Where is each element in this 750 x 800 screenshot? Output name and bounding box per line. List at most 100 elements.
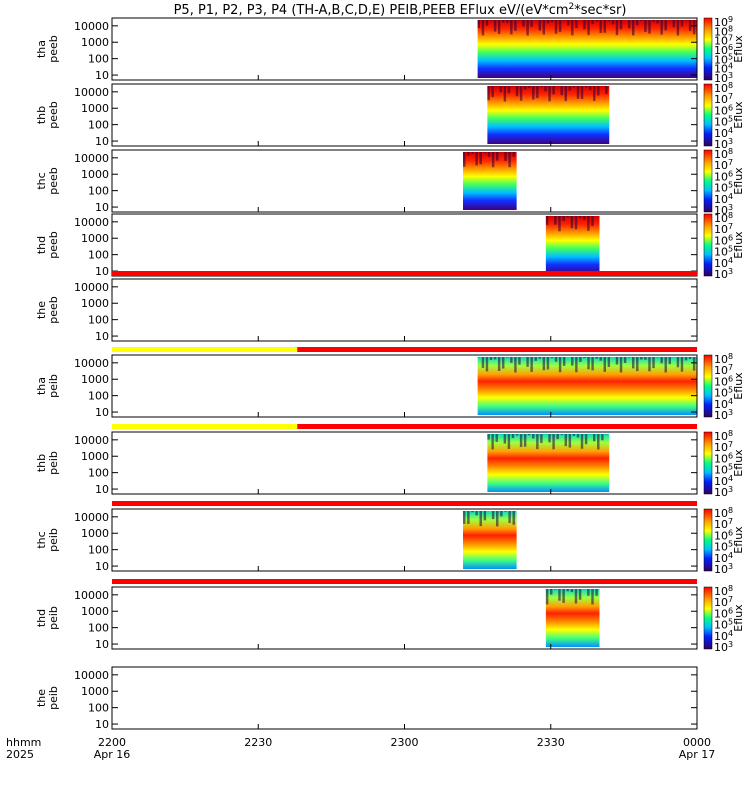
colorbar bbox=[703, 508, 713, 572]
spectrogram-noise bbox=[504, 511, 507, 512]
panel-frame bbox=[111, 586, 698, 650]
spectrogram-noise bbox=[487, 434, 490, 440]
spectrogram-block bbox=[463, 152, 517, 210]
spectrogram-noise bbox=[483, 511, 487, 521]
spectrogram-noise bbox=[523, 434, 527, 447]
spectrogram-noise bbox=[583, 357, 586, 358]
spectrogram-noise bbox=[506, 20, 509, 23]
spectrogram-noise bbox=[574, 589, 578, 604]
spectrogram-noise bbox=[599, 357, 602, 361]
spectrogram-noise bbox=[499, 86, 502, 93]
y-tick-label: 100 bbox=[88, 314, 109, 327]
y-label-probe: thd bbox=[35, 236, 48, 254]
colorbar-tick-label: 104 bbox=[714, 629, 733, 643]
colorbar-tick-label: 106 bbox=[714, 374, 733, 388]
spectrogram-block bbox=[463, 511, 517, 569]
panel-frame bbox=[111, 149, 698, 213]
spectrogram-noise bbox=[591, 357, 594, 371]
spectrogram-noise bbox=[688, 357, 692, 359]
x-tick-label: 2300 bbox=[391, 736, 419, 749]
y-tick-label: 100 bbox=[88, 702, 109, 715]
spectrogram-noise bbox=[605, 86, 608, 95]
spectrogram-noise bbox=[680, 20, 684, 27]
spectrogram-noise bbox=[575, 357, 578, 373]
spectrogram-noise bbox=[536, 434, 539, 450]
spectrogram-noise bbox=[580, 434, 584, 449]
spectrogram-noise bbox=[571, 20, 574, 36]
spectrogram-noise bbox=[503, 86, 507, 102]
colorbar-tick-label: 107 bbox=[714, 92, 733, 106]
colorbar-tick-label: 107 bbox=[714, 595, 733, 609]
spectrogram-noise bbox=[575, 20, 578, 29]
colorbar-tick-label: 107 bbox=[714, 34, 733, 48]
spectrogram-noise bbox=[564, 434, 567, 447]
spectrogram-noise bbox=[463, 511, 466, 524]
x-tick-date-label: Apr 17 bbox=[679, 748, 716, 761]
colorbar-tick-label: 105 bbox=[714, 386, 733, 400]
y-tick-label: 10000 bbox=[74, 511, 109, 524]
spectrogram-noise bbox=[564, 86, 567, 102]
spectrogram-noise bbox=[546, 20, 550, 24]
spectrogram-noise bbox=[560, 434, 563, 435]
spectrogram-noise bbox=[597, 86, 600, 96]
spectrogram-noise bbox=[530, 357, 533, 372]
spectrogram-noise bbox=[597, 434, 600, 450]
y-label-product: peib bbox=[47, 606, 60, 630]
spectrogram-noise bbox=[595, 357, 598, 359]
spectrogram-noise bbox=[656, 20, 659, 24]
y-tick-label: 10 bbox=[95, 483, 109, 496]
spectrogram-noise bbox=[550, 589, 553, 595]
spectrogram-noise bbox=[591, 589, 594, 605]
spectrogram-noise bbox=[570, 589, 574, 593]
spectrogram-noise bbox=[485, 357, 489, 372]
colorbar-tick-label: 103 bbox=[714, 267, 733, 281]
spectrogram-noise bbox=[504, 152, 507, 161]
y-tick-label: 10000 bbox=[74, 669, 109, 682]
spectrogram-noise bbox=[502, 20, 505, 23]
spectrogram-noise bbox=[463, 152, 466, 167]
spectrogram-noise bbox=[508, 152, 511, 168]
spectrogram-noise bbox=[595, 20, 598, 22]
spectrogram-noise bbox=[491, 434, 494, 450]
spectrogram-noise bbox=[562, 216, 565, 221]
spectrogram-noise bbox=[692, 20, 696, 35]
spectrogram-noise bbox=[519, 86, 523, 101]
y-tick-label: 10 bbox=[95, 560, 109, 573]
spectrogram-noise bbox=[644, 20, 647, 33]
spectrogram-noise bbox=[485, 20, 489, 26]
colorbar-tick-label: 108 bbox=[714, 147, 733, 161]
spectrogram-noise bbox=[660, 20, 663, 35]
colorbar-tick-label: 108 bbox=[714, 24, 733, 38]
colorbar-tick-label: 107 bbox=[714, 158, 733, 172]
spectrogram-noise bbox=[510, 357, 513, 363]
spectrogram-noise bbox=[471, 152, 474, 154]
y-tick-label: 1000 bbox=[81, 373, 109, 386]
spectrogram-noise bbox=[507, 434, 511, 449]
spectrogram-noise bbox=[479, 511, 482, 527]
colorbar bbox=[703, 586, 713, 650]
colorbar-tick-label: 106 bbox=[714, 103, 733, 117]
spectrogram-noise bbox=[503, 434, 507, 444]
colorbar-tick-label: 104 bbox=[714, 397, 733, 411]
y-label-product: peeb bbox=[47, 35, 60, 63]
spectrogram-noise bbox=[623, 357, 627, 364]
y-label-product: peib bbox=[47, 528, 60, 552]
spectrogram-noise bbox=[684, 357, 688, 361]
y-tick-label: 10000 bbox=[74, 281, 109, 294]
y-tick-label: 1000 bbox=[81, 685, 109, 698]
spectrogram-noise bbox=[536, 86, 539, 99]
y-label-product: peib bbox=[47, 686, 60, 710]
spectrogram-noise bbox=[542, 357, 546, 371]
spectrogram-noise bbox=[532, 434, 535, 439]
spectrogram-noise bbox=[514, 20, 517, 31]
spectrogram-noise bbox=[491, 152, 495, 168]
y-label-product: peeb bbox=[47, 231, 60, 259]
spectrogram-noise bbox=[599, 20, 602, 33]
y-label-probe: tha bbox=[35, 377, 48, 395]
spectrogram-noise bbox=[523, 86, 527, 90]
